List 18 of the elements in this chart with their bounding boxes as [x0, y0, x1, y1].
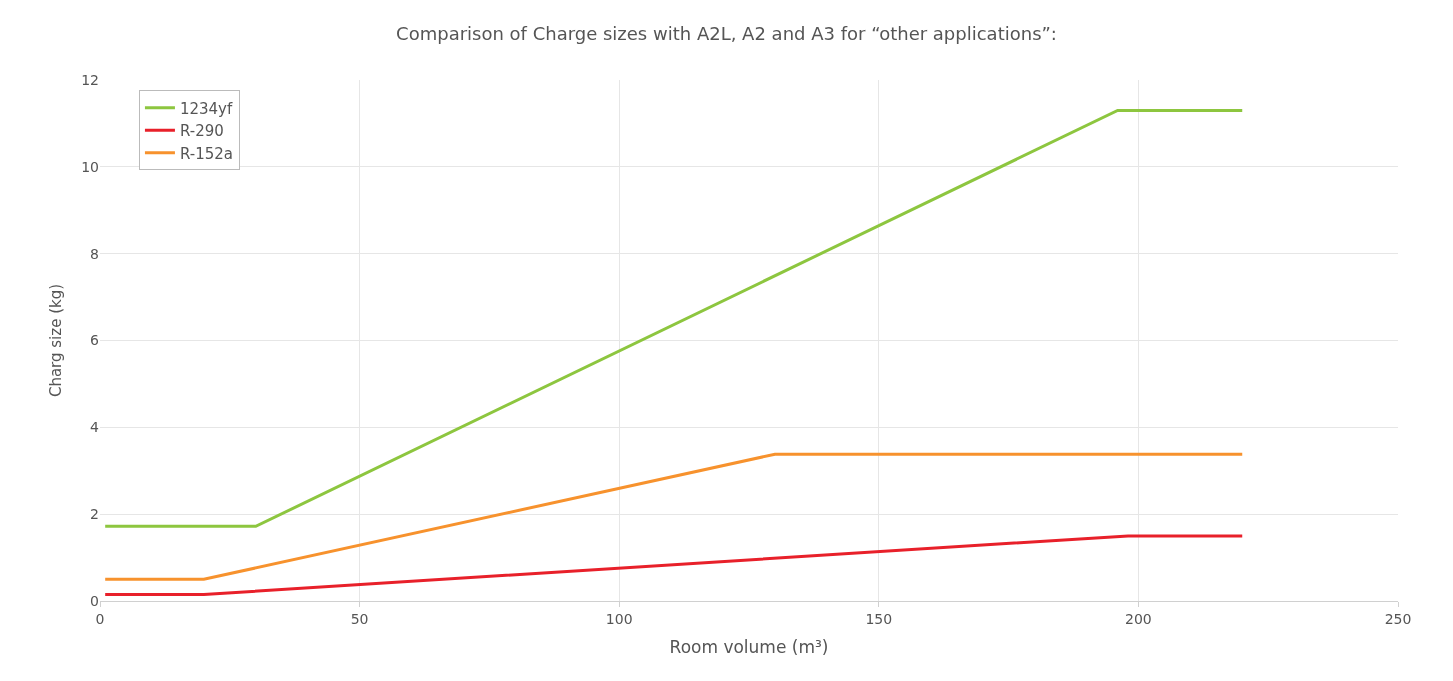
x-tick-label: 100	[605, 610, 633, 627]
y-tick-label: 4	[90, 419, 100, 436]
x-axis-title: Room volume (m³)	[669, 637, 829, 658]
x-tick-label: 250	[1384, 610, 1412, 627]
x-tick-label: 50	[350, 610, 369, 627]
y-tick-label: 12	[81, 71, 99, 88]
legend-label: R-152a	[179, 144, 233, 163]
y-tick-label: 2	[90, 506, 99, 523]
y-axis-title: Charg size (kg)	[47, 283, 66, 398]
chart-title: Comparison of Charge sizes with A2L, A2 and A3 for “other applications”:	[396, 22, 1057, 44]
x-tick-label: 200	[1125, 610, 1152, 627]
y-tick-label: 0	[90, 592, 99, 609]
y-tick-label: 8	[90, 245, 99, 262]
legend-label: R-290	[179, 122, 224, 141]
x-tick-label: 150	[865, 610, 893, 627]
y-tick-label: 6	[90, 332, 100, 349]
legend-label: 1234yf	[179, 99, 233, 118]
y-tick-label: 10	[81, 158, 99, 175]
